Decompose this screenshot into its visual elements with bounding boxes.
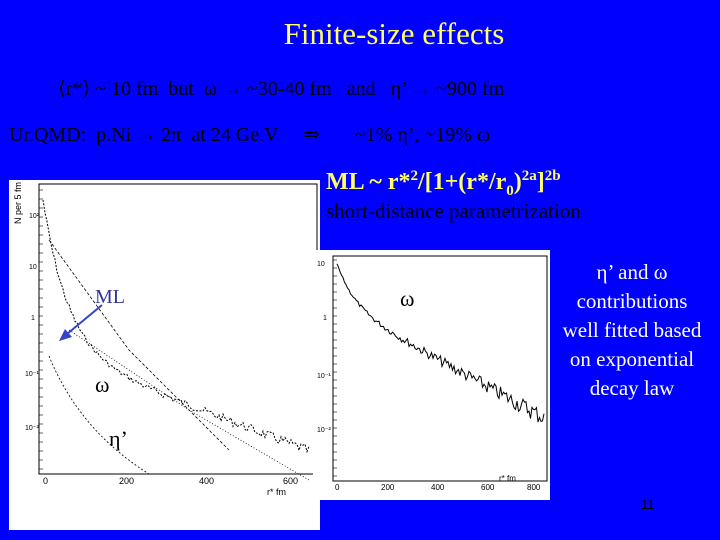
x-tick-right-4: 800 <box>527 483 541 492</box>
x-tick-right-1: 200 <box>381 483 395 492</box>
plot-left-frame <box>38 183 318 475</box>
line-radius-comparison: ⟨r*⟩ ~ 10 fm but ω → ~30-40 fm and η’ → … <box>58 78 505 100</box>
plot-left-eta-fit <box>68 329 310 481</box>
side-note-line-4: decay law <box>589 376 675 400</box>
x-tick-left-2: 400 <box>199 476 214 486</box>
y-tick-left-0: 10² <box>29 213 40 220</box>
x-tick-right-3: 600 <box>481 483 495 492</box>
ml-arrow-shaft <box>66 304 103 335</box>
plot-left-y-title: N per 5 fm <box>13 182 23 224</box>
y-tick-left-4: 10⁻² <box>25 425 39 432</box>
slide-title: Finite-size effects <box>283 16 505 51</box>
plot-right-frame <box>332 255 548 482</box>
plot-left-data-curve <box>42 199 310 454</box>
plot-right-data-curve <box>336 263 545 423</box>
y-tick-left-1: 10 <box>29 264 37 271</box>
y-tick-right-2: 10⁻¹ <box>317 373 331 380</box>
plot-left-ml-fit <box>48 355 150 475</box>
y-tick-left-2: 1 <box>31 315 35 322</box>
side-note: η’ and ω contributions well fitted based… <box>548 258 716 403</box>
plot-right: 10 1 10⁻¹ 10⁻² 0 200 400 600 800 r* fm ω <box>313 250 550 500</box>
side-note-line-3: on exponential <box>569 347 695 371</box>
omega-label-right: ω <box>400 286 415 311</box>
plot-left-x-title: r* fm <box>267 487 286 497</box>
plot-right-x-title: r* fm <box>499 474 516 483</box>
plot-right-ticks <box>333 259 337 477</box>
ml-arrow-head <box>59 329 72 341</box>
y-tick-right-1: 1 <box>323 315 327 322</box>
side-note-line-2: well fitted based <box>562 318 702 342</box>
page-number: 11 <box>641 497 655 512</box>
ml-label: ML <box>95 286 125 308</box>
param-label: short-distance parametrization <box>326 199 581 223</box>
plot-left-canvas: N per 5 fm r* fm 0 200 400 600 10² 10 1 … <box>13 182 318 497</box>
plot-left: N per 5 fm r* fm 0 200 400 600 10² 10 1 … <box>9 180 320 530</box>
x-tick-left-0: 0 <box>43 476 48 486</box>
x-tick-right-2: 400 <box>431 483 445 492</box>
line-urqmd-fractions: Ur.QMD: p.Ni → 2π at 24 Ge.V ⇒ ~1% η’, ~… <box>9 124 491 146</box>
eta-prime-label: η’ <box>109 426 128 451</box>
plot-left-omega-fit <box>48 239 230 451</box>
plot-left-ticks <box>39 189 43 470</box>
plot-right-canvas: 10 1 10⁻¹ 10⁻² 0 200 400 600 800 r* fm <box>317 255 548 492</box>
omega-label-left: ω <box>95 372 110 397</box>
x-tick-left-3: 600 <box>283 476 298 486</box>
ml-formula: ML ~ r*2/[1+(r*/r0)2a]2b <box>326 168 561 199</box>
y-tick-right-0: 10 <box>317 261 325 268</box>
y-tick-right-3: 10⁻² <box>317 427 331 434</box>
side-note-line-0: η’ and ω <box>596 260 668 284</box>
x-tick-left-1: 200 <box>119 476 134 486</box>
x-tick-right-0: 0 <box>335 483 340 492</box>
side-note-line-1: contributions <box>576 289 688 313</box>
y-tick-left-3: 10⁻¹ <box>25 371 39 378</box>
